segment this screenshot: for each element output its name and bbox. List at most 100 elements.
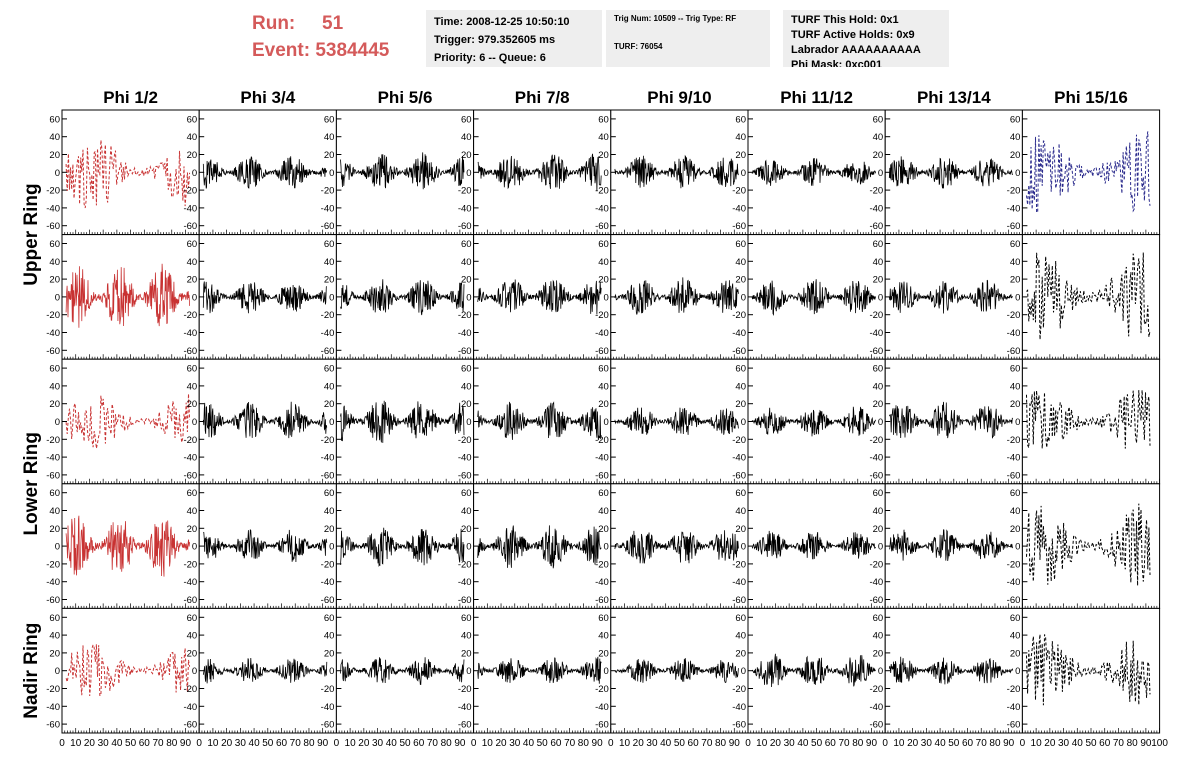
column-title-1: Phi 1/2 <box>103 88 158 107</box>
y-tick-label: 60 <box>735 488 746 499</box>
x-tick-label: 10 <box>756 738 768 749</box>
waveform-panel-r2-c8: -60 -40 -20 0 20 40 60 <box>1007 234 1161 360</box>
x-tick-label: 70 <box>564 738 576 749</box>
y-tick-label: 40 <box>187 381 198 392</box>
waveform-trace <box>888 656 1014 685</box>
x-tick-label: 70 <box>290 738 302 749</box>
y-tick-label: -20 <box>46 559 60 570</box>
turf-text: TURF: 76054 <box>614 42 663 51</box>
trigger-info-box: Trig Num: 10509 -- Trig Type: RF TURF: 7… <box>606 10 770 67</box>
y-tick-label: 60 <box>324 239 335 250</box>
y-tick-label: 20 <box>187 524 198 535</box>
x-tick-label: 60 <box>1099 738 1111 749</box>
y-tick-label: 0 <box>466 417 471 428</box>
y-tick-label: -60 <box>321 346 335 357</box>
waveform-panel-r1-c4: -60 -40 -20 0 20 40 60 <box>458 109 612 236</box>
x-tick-label: 60 <box>825 738 837 749</box>
y-tick-label: 60 <box>187 364 198 375</box>
x-tick-label: 10 <box>70 738 82 749</box>
waveform-panel-r4-c2: -60 -40 -20 0 20 40 60 <box>183 483 337 609</box>
y-tick-label: 0 <box>329 666 334 677</box>
x-tick-label: 90 <box>180 738 192 749</box>
waveform-panel-r3-c3: -60 -40 -20 0 20 40 60 <box>321 358 475 485</box>
y-tick-label: -60 <box>1007 595 1021 606</box>
waveform-panel-r4-c1: -60 -40 -20 0 20 40 60 <box>46 483 200 609</box>
x-tick-label: 60 <box>550 738 562 749</box>
y-tick-label: 40 <box>1010 257 1021 268</box>
y-tick-label: -20 <box>732 186 746 197</box>
y-tick-label: 40 <box>735 132 746 143</box>
column-title-5: Phi 9/10 <box>647 88 711 107</box>
y-tick-label: -60 <box>458 595 472 606</box>
y-tick-label: -40 <box>458 453 472 464</box>
trig-num-text: Trig Num: 10509 -- Trig Type: RF <box>614 14 737 23</box>
y-tick-label: 0 <box>1015 666 1020 677</box>
y-tick-label: 60 <box>49 114 60 125</box>
y-tick-label: 0 <box>741 168 746 179</box>
y-tick-label: 20 <box>1010 399 1021 410</box>
ring-label-3: Nadir Ring <box>21 623 42 719</box>
y-tick-label: -60 <box>1007 221 1021 232</box>
x-tick-label: 10 <box>619 738 631 749</box>
y-tick-label: 0 <box>1015 168 1020 179</box>
y-tick-label: -60 <box>732 470 746 481</box>
y-tick-label: -60 <box>869 346 883 357</box>
waveform-panel-r2-c4: -60 -40 -20 0 20 40 60 <box>458 234 612 360</box>
time-info-box: Time: 2008-12-25 10:50:10 Trigger: 979.3… <box>426 10 602 67</box>
y-tick-label: -20 <box>732 684 746 695</box>
y-tick-label: 40 <box>324 257 335 268</box>
y-tick-label: -20 <box>1007 684 1021 695</box>
y-tick-label: 40 <box>49 506 60 517</box>
panel-frame <box>61 358 200 485</box>
waveform-trace <box>477 153 602 192</box>
y-tick-label: -40 <box>458 328 472 339</box>
y-tick-label: -60 <box>46 470 60 481</box>
waveform-trace <box>888 401 1014 439</box>
y-tick-label: 20 <box>735 524 746 535</box>
waveform-panel-r4-c4: -60 -40 -20 0 20 40 60 <box>458 483 612 609</box>
x-tick-label: 20 <box>221 738 233 749</box>
y-tick-label: 0 <box>192 542 197 553</box>
y-tick-label: 20 <box>49 275 60 286</box>
y-tick-label: 40 <box>598 506 609 517</box>
x-tick-label: 0 <box>471 738 477 749</box>
y-tick-label: -20 <box>869 435 883 446</box>
waveform-trace <box>614 277 739 315</box>
waveform-trace <box>614 530 739 564</box>
x-tick-label: 60 <box>139 738 151 749</box>
x-tick-label: 80 <box>715 738 727 749</box>
y-tick-label: -40 <box>732 453 746 464</box>
waveform-panel-r2-c1: -60 -40 -20 0 20 40 60 <box>46 234 200 360</box>
y-tick-label: -60 <box>595 595 609 606</box>
waveform-panel-r2-c5: -60 -40 -20 0 20 40 60 <box>595 234 749 360</box>
x-tick-label: 60 <box>413 738 425 749</box>
y-tick-label: 60 <box>873 364 884 375</box>
x-tick-label: 50 <box>1085 738 1097 749</box>
x-tick-label: 70 <box>976 738 988 749</box>
y-tick-label: -60 <box>46 221 60 232</box>
panel-frame <box>1021 483 1161 609</box>
x-tick-label: 50 <box>948 738 960 749</box>
waveform-trace <box>340 400 465 443</box>
y-tick-label: -20 <box>458 310 472 321</box>
x-tick-label: 30 <box>372 738 384 749</box>
y-tick-label: 0 <box>741 292 746 303</box>
y-tick-label: -60 <box>732 595 746 606</box>
y-tick-label: 40 <box>49 381 60 392</box>
y-tick-label: -40 <box>1007 203 1021 214</box>
y-tick-label: 60 <box>324 114 335 125</box>
x-tick-label: 10 <box>345 738 357 749</box>
y-tick-label: -60 <box>458 720 472 731</box>
y-tick-label: -60 <box>183 595 197 606</box>
waveform-trace <box>65 515 190 577</box>
y-tick-label: -40 <box>595 577 609 588</box>
y-tick-label: 20 <box>598 648 609 659</box>
y-tick-label: -20 <box>458 435 472 446</box>
turf-active-holds-text: TURF Active Holds: 0x9 <box>791 29 915 41</box>
y-tick-label: 0 <box>466 292 471 303</box>
y-tick-label: -40 <box>321 702 335 713</box>
waveform-trace <box>1026 634 1151 706</box>
x-tick-label: 0 <box>59 738 65 749</box>
